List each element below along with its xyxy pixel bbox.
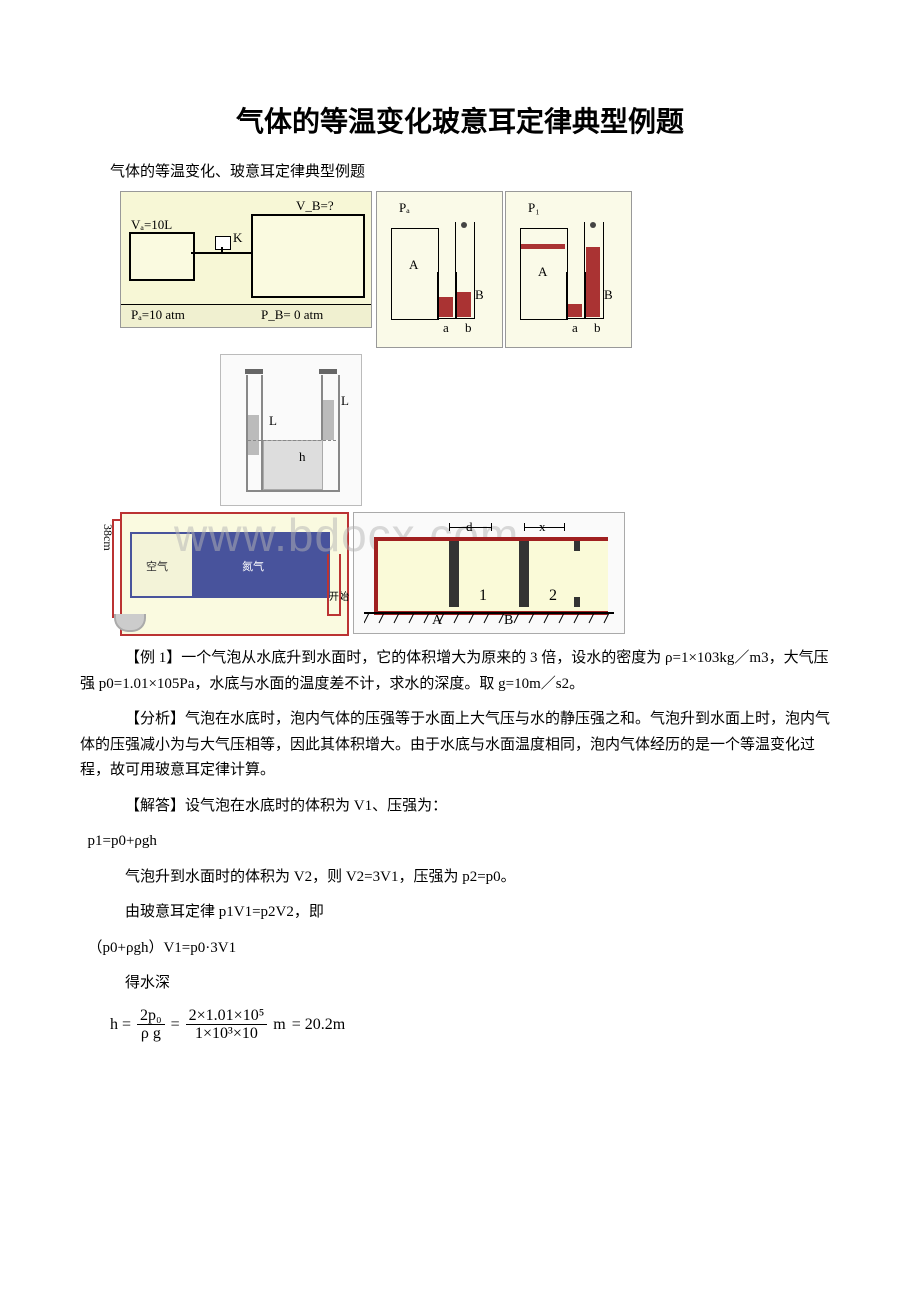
figure-gas-container: 38cm 空气 氮气 开始 — [120, 512, 349, 636]
para-example1: 【例 1】一个气泡从水底升到水面时，它的体积增大为原来的 3 倍，设水的密度为 … — [80, 646, 840, 697]
figure-piston-1: Pₐ A B a b — [376, 191, 503, 348]
para-solution-intro: 【解答】设气泡在水底时的体积为 V1、压强为： — [80, 794, 840, 820]
para-v2: 气泡升到水面时的体积为 V2，则 V2=3V1，压强为 p2=p0。 — [80, 865, 840, 891]
label-A1: A — [409, 257, 418, 273]
frac1-num: 2p₀ — [137, 1007, 165, 1026]
figure-piston-2: P₁ A B a b — [505, 191, 632, 348]
label-n1: 1 — [479, 587, 487, 605]
para-depth: 得水深 — [80, 971, 840, 997]
subtitle-text: 气体的等温变化、玻意耳定律典型例题 — [80, 160, 840, 181]
label-pa: Pₐ — [399, 200, 410, 216]
formula-unit: m — [273, 1016, 285, 1034]
para-boyle: 由玻意耳定律 p1V1=p2V2，即 — [80, 900, 840, 926]
label-a2: a — [572, 320, 578, 336]
label-L1: L — [341, 393, 349, 409]
formula-lhs: h = — [110, 1016, 131, 1034]
formula-result: = 20.2m — [292, 1016, 345, 1034]
para-analysis: 【分析】气泡在水底时，泡内气体的压强等于水面上大气压与水的静压强之和。气泡升到水… — [80, 707, 840, 784]
label-b1: b — [465, 320, 472, 336]
label-gas: 氮气 — [242, 558, 264, 574]
label-air: 空气 — [146, 558, 168, 574]
label-b2: b — [594, 320, 601, 336]
frac2-den: 1×10³×10 — [192, 1025, 261, 1043]
label-h: h — [299, 449, 306, 465]
frac1-den: ρ g — [138, 1025, 164, 1043]
equation-1: p1=p0+ρgh — [80, 829, 840, 855]
label-pa-bottom: Pₐ=10 atm — [131, 307, 185, 323]
formula-eq: = — [171, 1016, 180, 1034]
equation-2: （p0+ρgh）V1=p0·3V1 — [80, 936, 840, 962]
figure-tanks: Vₐ=10L V_B=? K Pₐ=10 atm P_B= 0 atm — [120, 191, 372, 328]
label-p1: P₁ — [528, 200, 540, 216]
figure-utube: L L h — [220, 354, 362, 506]
figure-piston-cylinder: www.bdocx.com d x 1 — [353, 512, 625, 634]
label-L2: L — [269, 413, 277, 429]
figures-block: Vₐ=10L V_B=? K Pₐ=10 atm P_B= 0 atm Pₐ — [120, 191, 840, 636]
frac2-num: 2×1.01×10⁵ — [186, 1007, 268, 1026]
page-title: 气体的等温变化玻意耳定律典型例题 — [80, 100, 840, 140]
label-B2: B — [604, 287, 613, 303]
label-vb: V_B=? — [296, 198, 334, 214]
label-B1: B — [475, 287, 484, 303]
label-va: Vₐ=10L — [131, 217, 172, 233]
label-pb-bottom: P_B= 0 atm — [261, 307, 323, 323]
label-A2: A — [538, 264, 547, 280]
label-a1: a — [443, 320, 449, 336]
label-k: K — [233, 230, 242, 246]
label-n2: 2 — [549, 587, 557, 605]
formula-depth: h = 2p₀ ρ g = 2×1.01×10⁵ 1×10³×10 m = 20… — [110, 1007, 840, 1043]
